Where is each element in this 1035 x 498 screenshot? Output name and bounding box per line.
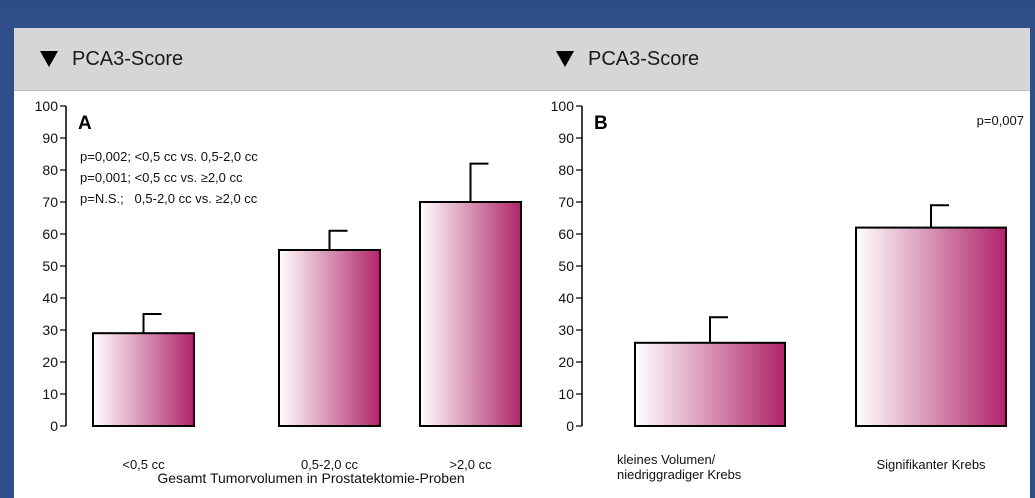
y-tick-label: 80 xyxy=(42,162,58,178)
bar xyxy=(92,332,195,428)
y-tick-label: 80 xyxy=(558,162,574,178)
annotation-line-2: p=0,001; <0,5 cc vs. ≥2,0 cc xyxy=(80,170,243,185)
y-tick-label: 50 xyxy=(42,258,58,274)
x-category-label: Signifikanter Krebs xyxy=(876,457,986,472)
y-tick-label: 20 xyxy=(42,354,58,370)
x-category-label: <0,5 cc xyxy=(122,457,165,472)
bar xyxy=(634,341,786,427)
annotation-line-1: p=0,002; <0,5 cc vs. 0,5-2,0 cc xyxy=(80,149,258,164)
panel-b-label: B xyxy=(594,113,608,134)
y-tick-label: 70 xyxy=(558,194,574,210)
y-tick-label: 60 xyxy=(42,226,58,242)
panel-b-header[interactable]: PCA3-Score xyxy=(530,28,1030,91)
y-tick-label: 20 xyxy=(558,354,574,370)
y-tick-label: 70 xyxy=(42,194,58,210)
y-tick-label: 60 xyxy=(558,226,574,242)
panel-b: PCA3-Score B p=0,007 0 10 20 30 40 50 60 70 80 90… xyxy=(530,28,1030,498)
y-tick-label: 30 xyxy=(42,322,58,338)
x-category-label: kleines Volumen/ xyxy=(617,452,716,467)
panel-b-header-label: PCA3-Score xyxy=(588,47,700,70)
triangle-down-icon[interactable] xyxy=(556,51,574,67)
triangle-down-icon[interactable] xyxy=(40,51,58,67)
y-tick-label: 50 xyxy=(558,258,574,274)
y-tick-label: 10 xyxy=(558,386,574,402)
panel-a-label: A xyxy=(78,113,92,134)
bar xyxy=(855,226,1007,427)
x-axis-title: Gesamt Tumorvolumen in Prostatektomie-Pr… xyxy=(157,470,464,486)
y-tick-label: 40 xyxy=(558,290,574,306)
x-category-label: niedriggradiger Krebs xyxy=(617,467,742,482)
annotation-line-3: p=N.S.; 0,5-2,0 cc vs. ≥2,0 cc xyxy=(80,191,258,206)
y-tick-label: 30 xyxy=(558,322,574,338)
bar xyxy=(278,249,381,427)
x-category-label: 0,5-2,0 cc xyxy=(301,457,359,472)
panel-a-header[interactable]: PCA3-Score xyxy=(14,28,530,91)
y-tick-label: 90 xyxy=(42,130,58,146)
panel-a-header-label: PCA3-Score xyxy=(72,47,184,70)
panel-a: PCA3-Score A p=0,002; <0,5 cc vs. 0,5-2,… xyxy=(14,28,530,498)
y-tick-label: 0 xyxy=(50,418,58,434)
chart-b: B p=0,007 0 10 20 30 40 50 60 70 80 90 100 kleines … xyxy=(551,98,1024,482)
y-tick-label: 0 xyxy=(566,418,574,434)
chart-a: A p=0,002; <0,5 cc vs. 0,5-2,0 cc p=0,00… xyxy=(35,98,522,486)
y-tick-label: 10 xyxy=(42,386,58,402)
p-value-label: p=0,007 xyxy=(977,113,1024,128)
frame-top-bar xyxy=(0,0,1035,14)
y-tick-label: 40 xyxy=(42,290,58,306)
bar xyxy=(419,201,522,427)
y-tick-label: 100 xyxy=(551,98,575,114)
y-tick-label: 100 xyxy=(35,98,59,114)
y-tick-label: 90 xyxy=(558,130,574,146)
x-category-label: >2,0 cc xyxy=(449,457,492,472)
